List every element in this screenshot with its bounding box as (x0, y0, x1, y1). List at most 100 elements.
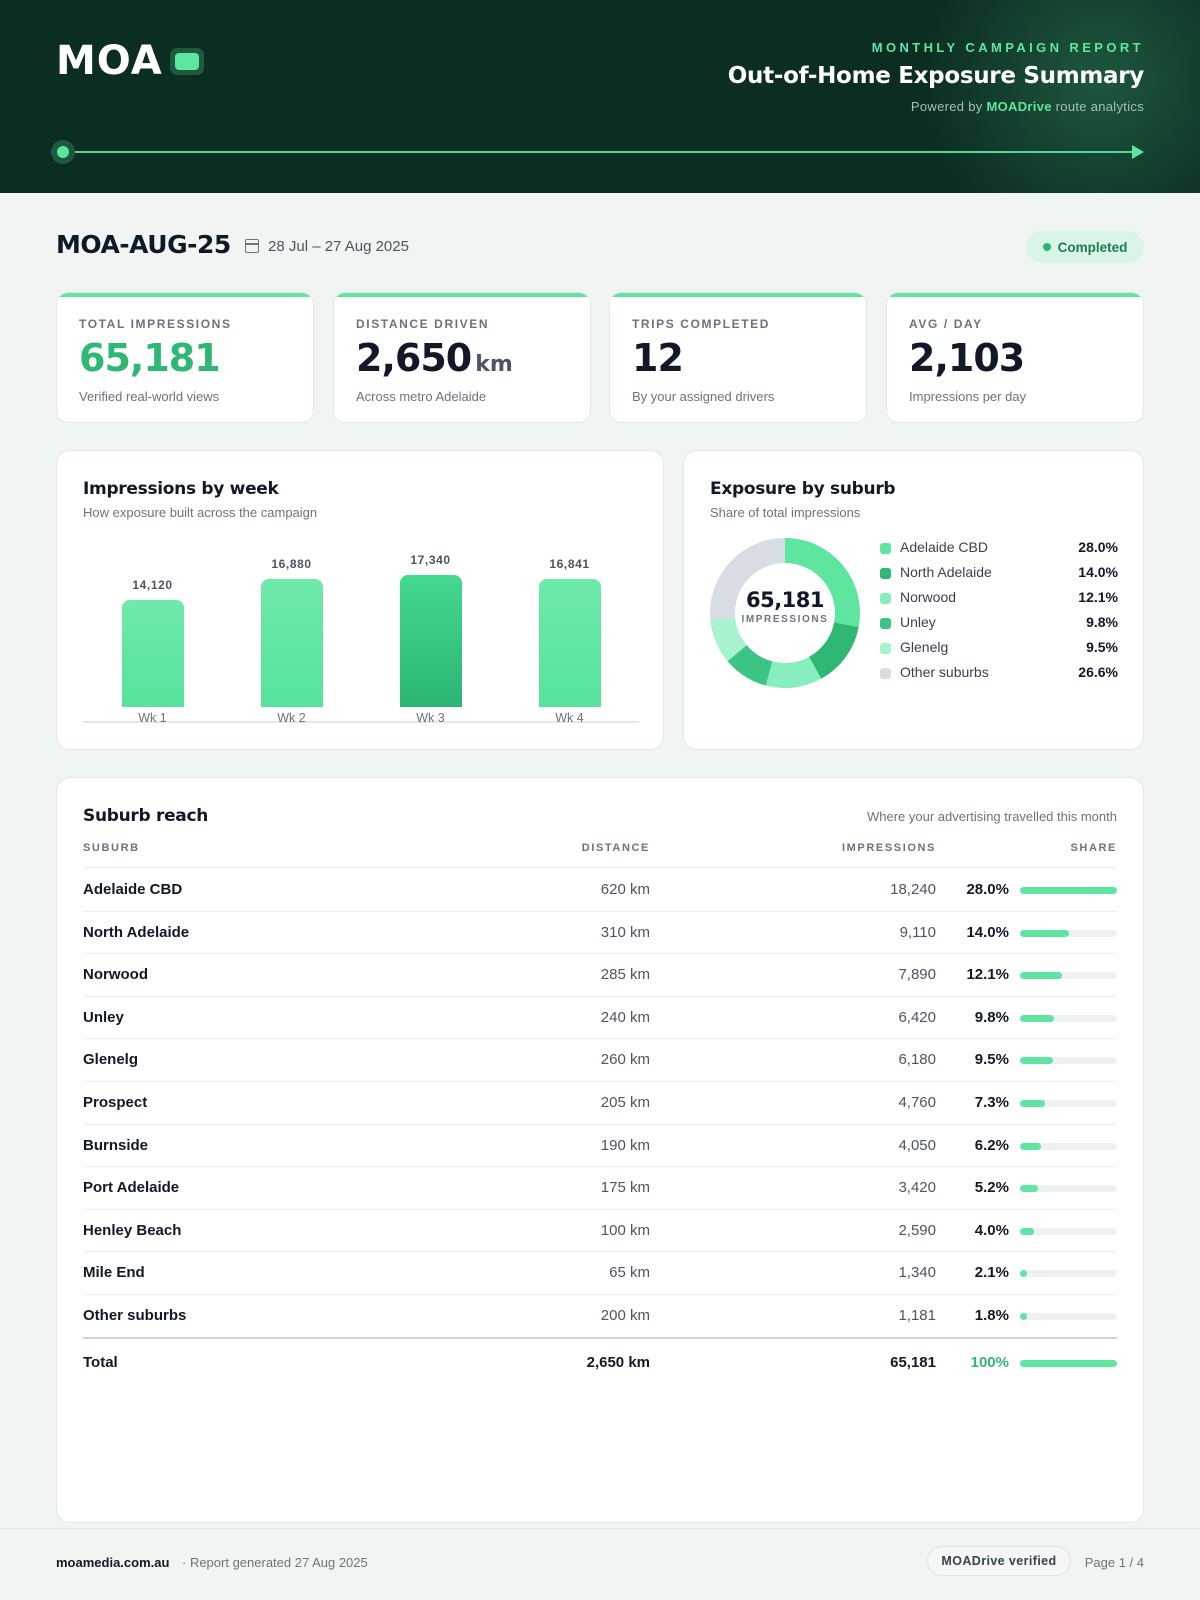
kpi-sub: Across metro Adelaide (356, 389, 487, 404)
cell-distance: 260 km (600, 1051, 650, 1069)
suburb-donut-chart: 65,181 IMPRESSIONS (710, 538, 860, 688)
share-bar-track (1020, 887, 1117, 894)
share-bar-fill (1020, 887, 1117, 894)
donut-slice-adelaide-cbd (785, 538, 860, 628)
legend-swatch (880, 568, 891, 579)
kpi-number: 65,181 (79, 336, 221, 380)
report-title: Out-of-Home Exposure Summary (727, 63, 1145, 89)
table-note: Where your advertising travelled this mo… (866, 809, 1117, 824)
kpi-card-trips: TRIPS COMPLETED 12 By your assigned driv… (609, 292, 867, 423)
cell-distance: 285 km (600, 966, 650, 984)
bar-category-label: Wk 4 (555, 711, 584, 725)
bar-category-label: Wk 3 (416, 711, 445, 725)
legend-label: Unley (900, 614, 936, 630)
row-divider (83, 995, 1117, 997)
share-bar-fill (1020, 1014, 1054, 1022)
cell-distance: 100 km (600, 1221, 650, 1239)
bar-week-2 (260, 579, 323, 707)
footer-site-link[interactable]: moamedia.com.au (56, 1555, 170, 1570)
cell-suburb: Prospect (83, 1094, 148, 1111)
cell-distance: 620 km (600, 881, 650, 898)
legend-label: Adelaide CBD (900, 539, 988, 555)
kpi-card-avg-day: AVG / DAY 2,103 Impressions per day (886, 292, 1144, 423)
total-divider (83, 1336, 1117, 1339)
bar-week-4 (538, 579, 601, 707)
donut-slice-other-suburbs (710, 538, 785, 621)
share-bar-fill (1020, 1270, 1028, 1278)
header-divider (83, 867, 1117, 868)
cell-share: 6.2% (974, 1136, 1009, 1154)
donut-legend: Adelaide CBD 28.0% North Adelaide 14.0% Norw… (880, 539, 1118, 689)
cell-distance: 205 km (600, 1094, 650, 1111)
donut-slice-north-adelaide (809, 622, 859, 679)
legend-item: Norwood 12.1% (880, 589, 1118, 614)
cell-share: 9.8% (974, 1008, 1009, 1026)
page-number: Page 1 / 4 (1084, 1555, 1144, 1570)
cell-impressions: 4,050 (898, 1136, 936, 1154)
kpi-card-distance: DISTANCE DRIVEN 2,650 km Across metro Ade… (333, 292, 591, 423)
kpi-label: TRIPS COMPLETED (632, 317, 771, 331)
legend-swatch (880, 543, 891, 554)
legend-value: 14.0% (1078, 564, 1118, 580)
logo-chip-icon (170, 48, 204, 75)
donut-center: 65,181 IMPRESSIONS (710, 588, 860, 625)
share-bar-track (1020, 972, 1117, 980)
row-divider (83, 1251, 1117, 1253)
verified-badge: MOADrive verified (927, 1546, 1071, 1576)
table-row: Other suburbs 200 km 1,181 1.8% (83, 1294, 1117, 1337)
table-row: Unley 240 km 6,420 9.8% (83, 996, 1117, 1039)
cell-impressions: 7,890 (898, 966, 936, 984)
kpi-label: DISTANCE DRIVEN (356, 317, 490, 331)
header-glow (920, 0, 1200, 193)
route-start-icon (51, 140, 75, 164)
kpi-unit: km (475, 352, 513, 377)
table-total-row: Total 2,650 km 65,181 100% (83, 1341, 1117, 1384)
cell-share: 9.5% (974, 1051, 1009, 1069)
cell-impressions: 65,181 (890, 1353, 936, 1371)
share-bar-fill (1020, 1227, 1034, 1235)
kpi-card-impressions: TOTAL IMPRESSIONS 65,181 Verified real-w… (56, 292, 314, 423)
table-row: North Adelaide 310 km 9,110 14.0% (83, 911, 1117, 954)
powered-prefix: Powered by (910, 99, 983, 114)
share-bar-track (1020, 1057, 1117, 1065)
legend-value: 9.5% (1086, 639, 1118, 655)
row-divider (83, 1038, 1117, 1040)
share-bar-track (1020, 1014, 1117, 1022)
share-bar-track (1020, 1359, 1117, 1367)
campaign-id: MOA-AUG-25 (56, 230, 231, 259)
table-row: Port Adelaide 175 km 3,420 5.2% (83, 1166, 1117, 1209)
share-bar-track (1020, 1100, 1117, 1107)
powered-by: Powered by MOADrive route analytics (911, 99, 1144, 114)
legend-item: North Adelaide 14.0% (880, 564, 1118, 589)
cell-suburb: North Adelaide (83, 923, 190, 941)
share-bar-track (1020, 1142, 1117, 1150)
column-header-impressions: IMPRESSIONS (841, 842, 936, 854)
table-row: Burnside 190 km 4,050 6.2% (83, 1124, 1117, 1167)
row-divider (83, 1294, 1117, 1295)
cell-impressions: 3,420 (898, 1179, 936, 1197)
status-label: Completed (1057, 239, 1128, 255)
row-divider (83, 953, 1117, 955)
column-header-suburb: SUBURB (83, 842, 140, 854)
cell-suburb: Unley (83, 1008, 124, 1026)
cell-impressions: 4,760 (898, 1094, 936, 1111)
legend-value: 28.0% (1078, 539, 1118, 555)
kpi-label: AVG / DAY (909, 317, 983, 331)
bar-category-label: Wk 2 (277, 711, 306, 725)
cell-impressions: 6,180 (898, 1051, 936, 1069)
route-line (62, 151, 1142, 153)
chart-baseline (83, 721, 639, 723)
share-bar-fill (1020, 972, 1062, 980)
legend-value: 9.8% (1086, 614, 1118, 630)
bar-value-label: 16,880 (271, 557, 312, 571)
row-divider (83, 1166, 1117, 1168)
kpi-sub: Verified real-world views (79, 389, 220, 404)
cell-impressions: 1,340 (898, 1264, 936, 1282)
kpi-label: TOTAL IMPRESSIONS (79, 317, 232, 331)
share-bar-fill (1020, 1100, 1046, 1107)
powered-brand: MOADrive (986, 99, 1052, 114)
legend-item: Glenelg 9.5% (880, 639, 1118, 664)
cell-suburb: Mile End (83, 1264, 145, 1282)
footer-generated: · Report generated 27 Aug 2025 (182, 1555, 368, 1570)
legend-swatch (880, 668, 891, 679)
